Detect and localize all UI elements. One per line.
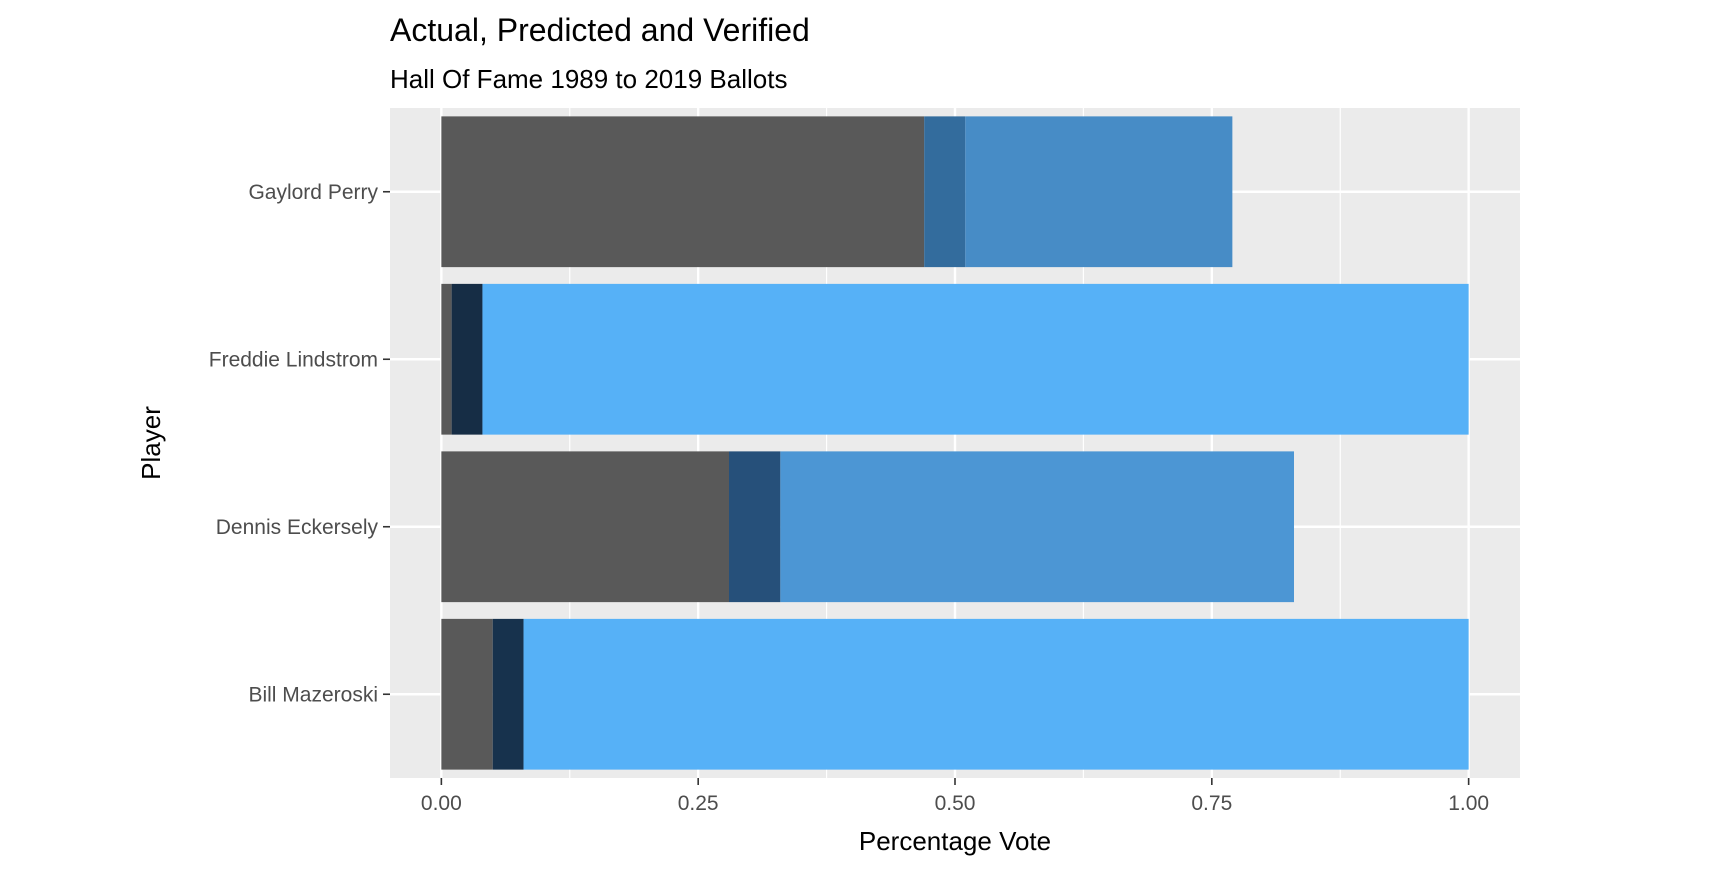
x-tick-label: 0.75 — [1191, 792, 1232, 815]
bars — [441, 116, 1469, 770]
bar-segment-2 — [729, 451, 781, 603]
x-tick-label: 0.25 — [678, 792, 719, 815]
bar-segment-3 — [780, 451, 1294, 603]
x-axis: 0.00 0.25 0.50 0.75 1.00 — [421, 778, 1489, 815]
bar-segment-2 — [492, 618, 524, 770]
bar-segment-2 — [451, 283, 483, 435]
chart-subtitle: Hall Of Fame 1989 to 2019 Ballots — [390, 64, 787, 94]
y-tick-label: Freddie Lindstrom — [209, 348, 378, 371]
bar-segment-3 — [965, 116, 1233, 268]
bar-segment-1 — [441, 116, 925, 268]
y-axis-title: Player — [136, 406, 166, 480]
chart-title: Actual, Predicted and Verified — [390, 12, 810, 48]
bar-segment-3 — [523, 618, 1469, 770]
bar-segment-1 — [441, 451, 729, 603]
x-tick-label: 0.00 — [421, 792, 462, 815]
bar-segment-1 — [441, 283, 452, 435]
y-tick-label: Gaylord Perry — [248, 181, 378, 204]
bar-segment-2 — [924, 116, 966, 268]
x-tick-label: 0.50 — [935, 792, 976, 815]
y-axis: Bill Mazeroski Dennis Eckersely Freddie Li… — [209, 181, 390, 706]
bar-segment-3 — [482, 283, 1469, 435]
bar-segment-1 — [441, 618, 493, 770]
y-tick-label: Dennis Eckersely — [216, 516, 379, 539]
x-tick-label: 1.00 — [1448, 792, 1489, 815]
x-axis-title: Percentage Vote — [859, 826, 1051, 856]
y-tick-label: Bill Mazeroski — [248, 683, 378, 706]
